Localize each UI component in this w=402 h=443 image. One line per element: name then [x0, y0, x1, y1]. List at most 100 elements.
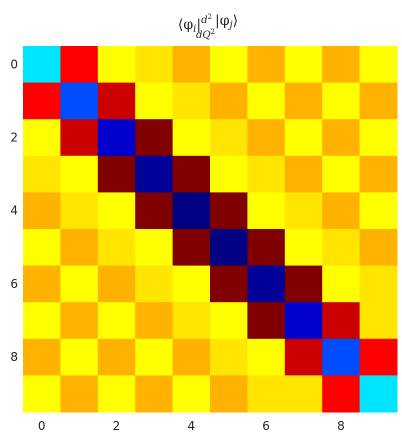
- heatmap-cell-8-3: [135, 338, 174, 376]
- heatmap-cell-6-2: [97, 265, 136, 303]
- title-operator-denominator: dQ: [196, 30, 211, 41]
- x-tick-label: 4: [187, 419, 195, 433]
- heatmap-cell-0-4: [172, 46, 211, 84]
- heatmap-cell-5-2: [97, 229, 136, 267]
- heatmap-cell-8-4: [172, 338, 211, 376]
- x-tick-label: 6: [262, 419, 270, 433]
- x-tick-label: 8: [337, 419, 345, 433]
- y-tick-label: 2: [10, 131, 18, 145]
- heatmap-cell-3-0: [23, 155, 61, 193]
- heatmap-cell-1-7: [284, 82, 323, 120]
- heatmap-cell-2-2: [97, 119, 136, 157]
- heatmap-cell-9-0: [23, 375, 61, 413]
- heatmap-cell-3-9: [359, 155, 398, 193]
- heatmap-cell-8-9: [359, 338, 398, 376]
- heatmap-cell-2-0: [23, 119, 61, 157]
- heatmap-cell-0-1: [60, 46, 99, 84]
- heatmap-cell-0-2: [97, 46, 136, 84]
- heatmap-cell-6-5: [210, 265, 248, 303]
- heatmap-cell-4-6: [247, 192, 286, 230]
- heatmap-cell-2-7: [284, 119, 323, 157]
- y-tick-label: 0: [10, 57, 18, 71]
- heatmap-cell-1-1: [60, 82, 99, 120]
- heatmap-cell-8-8: [322, 338, 361, 376]
- title-denominator-exponent: 2: [211, 28, 215, 36]
- heatmap-cell-4-2: [97, 192, 136, 230]
- heatmap-cell-8-2: [97, 338, 136, 376]
- heatmap-cell-4-0: [23, 192, 61, 230]
- heatmap-cell-4-9: [359, 192, 398, 230]
- heatmap-cell-9-6: [247, 375, 286, 413]
- heatmap-cell-9-7: [284, 375, 323, 413]
- heatmap-cell-7-3: [135, 302, 174, 340]
- heatmap-cell-4-1: [60, 192, 99, 230]
- heatmap-cell-0-5: [210, 46, 248, 84]
- heatmap-cell-9-1: [60, 375, 99, 413]
- heatmap-cell-0-8: [322, 46, 361, 84]
- heatmap-cell-2-5: [210, 119, 248, 157]
- heatmap-cell-7-5: [210, 302, 248, 340]
- y-tick-label: 4: [10, 204, 18, 218]
- heatmap-cell-6-7: [284, 265, 323, 303]
- y-tick-label: 8: [10, 350, 18, 364]
- heatmap-cell-7-4: [172, 302, 211, 340]
- heatmap-cell-5-3: [135, 229, 174, 267]
- heatmap-cell-5-5: [210, 229, 248, 267]
- heatmap-cell-7-8: [322, 302, 361, 340]
- title-index-j: j: [228, 20, 233, 31]
- heatmap-cell-2-6: [247, 119, 286, 157]
- heatmap-cell-4-7: [284, 192, 323, 230]
- heatmap-cell-6-6: [247, 265, 286, 303]
- heatmap-cell-1-2: [97, 82, 136, 120]
- heatmap-cell-3-6: [247, 155, 286, 193]
- heatmap-cell-9-4: [172, 375, 211, 413]
- heatmap-cell-8-1: [60, 338, 99, 376]
- y-tick-label: 6: [10, 277, 18, 291]
- title-ket-close: ⟩: [233, 13, 238, 29]
- heatmap-cell-1-0: [23, 82, 61, 120]
- heatmap-cell-4-8: [322, 192, 361, 230]
- heatmap-cell-5-4: [172, 229, 211, 267]
- heatmap-cell-6-0: [23, 265, 61, 303]
- heatmap-cell-1-4: [172, 82, 211, 120]
- heatmap-cell-3-3: [135, 155, 174, 193]
- heatmap-cell-1-3: [135, 82, 174, 120]
- heatmap-cell-3-1: [60, 155, 99, 193]
- heatmap-cell-1-9: [359, 82, 398, 120]
- heatmap-cell-8-5: [210, 338, 248, 376]
- heatmap-cell-0-0: [23, 46, 61, 84]
- heatmap-cell-7-7: [284, 302, 323, 340]
- heatmap-cell-9-2: [97, 375, 136, 413]
- heatmap-cell-2-1: [60, 119, 99, 157]
- heatmap-cell-6-4: [172, 265, 211, 303]
- heatmap-cell-6-3: [135, 265, 174, 303]
- title-bar-left: |: [196, 17, 201, 33]
- title-index-i: i: [193, 24, 196, 35]
- heatmap-cell-4-4: [172, 192, 211, 230]
- heatmap-cell-2-3: [135, 119, 174, 157]
- heatmap-cell-1-8: [322, 82, 361, 120]
- heatmap-cell-8-7: [284, 338, 323, 376]
- heatmap-cell-6-8: [322, 265, 361, 303]
- heatmap-cell-4-5: [210, 192, 248, 230]
- heatmap-cell-7-6: [247, 302, 286, 340]
- heatmap-grid: [23, 46, 398, 413]
- heatmap-cell-5-9: [359, 229, 398, 267]
- heatmap-cell-8-0: [23, 338, 61, 376]
- heatmap-cell-3-4: [172, 155, 211, 193]
- title-numerator-exponent: 2: [207, 13, 211, 21]
- title-bra: ⟨φ: [178, 17, 193, 33]
- heatmap-cell-9-8: [322, 375, 361, 413]
- x-tick-label: 0: [38, 419, 46, 433]
- heatmap-cell-7-0: [23, 302, 61, 340]
- x-tick-label: 2: [113, 419, 121, 433]
- heatmap-cell-9-3: [135, 375, 174, 413]
- heatmap-cell-7-2: [97, 302, 136, 340]
- heatmap-cell-4-3: [135, 192, 174, 230]
- title-ket: |φ: [215, 13, 230, 29]
- heatmap-cell-5-8: [322, 229, 361, 267]
- heatmap-cell-2-9: [359, 119, 398, 157]
- heatmap-cell-7-9: [359, 302, 398, 340]
- heatmap-cell-5-7: [284, 229, 323, 267]
